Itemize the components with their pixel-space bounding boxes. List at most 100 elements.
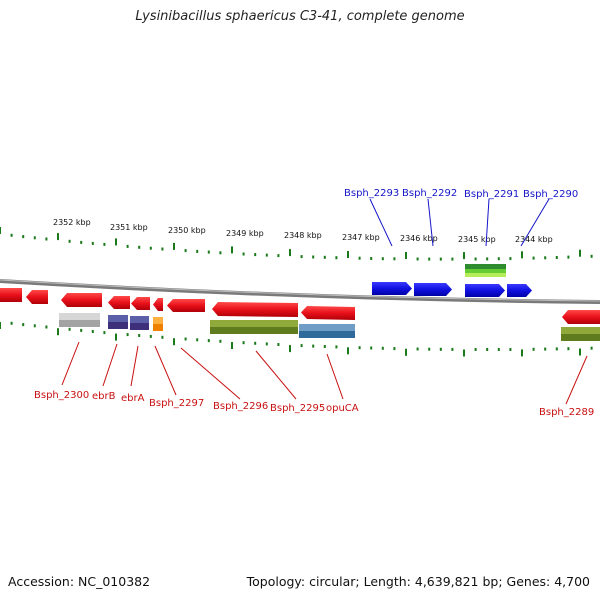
genome-summary-text: Topology: circular; Length: 4,639,821 bp… <box>246 574 590 589</box>
minor-tick <box>196 338 199 342</box>
tick-label: 2350 kbp <box>168 226 206 235</box>
minor-tick <box>219 339 222 343</box>
label-bsph-2300[interactable]: Bsph_2300 <box>34 390 89 401</box>
gene-bsph-2297[interactable] <box>167 299 205 312</box>
major-tick <box>0 227 1 234</box>
minor-tick <box>509 257 512 261</box>
gene-left-partial[interactable] <box>0 288 22 302</box>
minor-tick <box>393 257 396 261</box>
minor-tick <box>509 348 512 351</box>
forward-gene-labels: Bsph_2293 Bsph_2292 Bsph_2291 Bsph_2290 <box>344 188 578 247</box>
minor-tick <box>497 257 500 261</box>
minor-tick <box>242 341 245 345</box>
gene-bsph-2300[interactable] <box>61 293 102 307</box>
gene-ebra[interactable] <box>131 297 150 310</box>
major-tick <box>289 345 291 353</box>
label-bsph-2297[interactable]: Bsph_2297 <box>149 398 204 409</box>
major-tick <box>0 322 1 329</box>
label-bsph-2293[interactable]: Bsph_2293 <box>344 188 399 199</box>
label-ebrb[interactable]: ebrB <box>92 391 116 402</box>
major-tick <box>289 249 291 257</box>
minor-tick <box>416 347 419 351</box>
outer-tick-marks <box>0 227 593 261</box>
minor-tick <box>126 333 129 337</box>
minor-tick <box>451 347 454 351</box>
minor-tick <box>439 347 442 351</box>
minor-tick <box>474 257 477 261</box>
minor-tick <box>91 330 94 333</box>
major-tick <box>463 349 465 357</box>
label-bsph-2296[interactable]: Bsph_2296 <box>213 401 268 412</box>
minor-tick <box>149 334 152 338</box>
gene-partial-2[interactable] <box>26 290 48 304</box>
minor-tick <box>567 255 570 259</box>
major-tick <box>521 349 523 357</box>
minor-tick <box>196 249 199 253</box>
minor-tick <box>381 346 384 350</box>
minor-tick <box>149 246 152 250</box>
label-bsph-2290[interactable]: Bsph_2290 <box>523 189 578 200</box>
label-bsph-2291[interactable]: Bsph_2291 <box>464 189 519 200</box>
minor-tick <box>544 347 547 351</box>
minor-tick <box>161 247 164 251</box>
minor-tick <box>80 240 83 244</box>
minor-tick <box>532 347 535 351</box>
minor-tick <box>381 257 384 261</box>
major-tick <box>173 338 175 346</box>
gene-bsph-2291[interactable] <box>465 284 505 297</box>
genome-backbone-highlight <box>0 279 600 302</box>
minor-tick <box>103 242 106 246</box>
label-ebra[interactable]: ebrA <box>121 393 145 404</box>
label-bsph-2289[interactable]: Bsph_2289 <box>539 407 594 418</box>
gene-ebrb[interactable] <box>108 296 130 309</box>
tick-label: 2346 kbp <box>400 234 438 243</box>
tick-label: 2347 kbp <box>342 233 380 242</box>
label-opuca[interactable]: opuCA <box>326 403 359 414</box>
minor-tick <box>242 252 245 256</box>
minor-tick <box>370 346 373 350</box>
minor-tick <box>265 253 268 257</box>
forward-genes <box>372 282 532 297</box>
minor-tick <box>428 347 431 351</box>
gene-bsph-2290[interactable] <box>507 284 532 297</box>
minor-tick <box>80 328 83 332</box>
minor-tick <box>486 257 489 261</box>
minor-tick <box>254 341 257 345</box>
minor-tick <box>300 255 303 259</box>
gene-bsph-2292[interactable] <box>414 283 452 296</box>
gene-bsph-2295[interactable] <box>301 306 355 320</box>
accession-text: Accession: NC_010382 <box>8 574 151 589</box>
minor-tick <box>138 245 141 249</box>
minor-tick <box>138 334 141 337</box>
green-domain-feature <box>465 264 506 277</box>
gene-bsph-2296[interactable] <box>212 302 298 317</box>
minor-tick <box>277 254 280 258</box>
genome-backbone <box>0 279 600 304</box>
minor-tick <box>91 241 94 245</box>
minor-tick <box>161 335 164 339</box>
major-tick <box>231 342 233 349</box>
major-tick <box>347 347 349 355</box>
tick-label: 2351 kbp <box>110 223 148 232</box>
label-bsph-2295[interactable]: Bsph_2295 <box>270 403 325 414</box>
gene-bsph-2293[interactable] <box>372 282 412 295</box>
minor-tick <box>300 344 303 348</box>
minor-tick <box>33 324 36 328</box>
major-tick <box>579 249 581 257</box>
minor-tick <box>590 346 593 350</box>
gene-bsph-2289[interactable] <box>562 310 600 324</box>
minor-tick <box>10 233 13 237</box>
major-tick <box>405 348 407 356</box>
minor-tick <box>103 331 106 335</box>
major-tick <box>579 348 581 356</box>
major-tick <box>173 242 175 250</box>
minor-tick <box>370 257 373 260</box>
gene-small[interactable] <box>153 298 163 311</box>
minor-tick <box>207 250 210 254</box>
minor-tick <box>335 256 338 260</box>
minor-tick <box>254 253 257 257</box>
minor-tick <box>45 325 48 329</box>
label-bsph-2292[interactable]: Bsph_2292 <box>402 188 457 199</box>
major-tick <box>57 233 59 241</box>
